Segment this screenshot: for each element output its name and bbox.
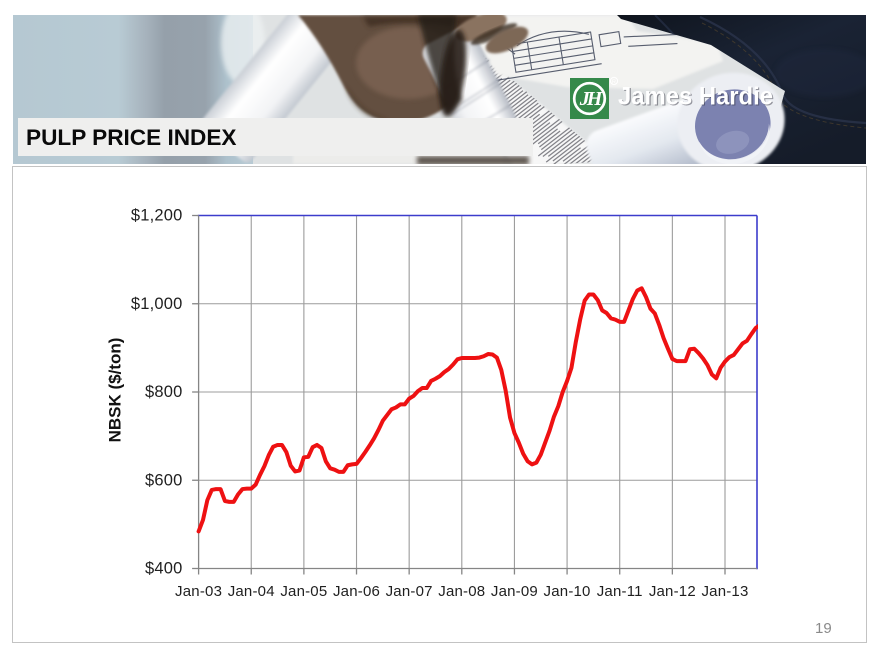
- svg-text:James Hardie: James Hardie: [618, 83, 773, 111]
- svg-text:$600: $600: [145, 471, 183, 489]
- svg-text:Jan-11: Jan-11: [597, 583, 643, 600]
- svg-text:$800: $800: [145, 383, 183, 401]
- svg-text:Jan-07: Jan-07: [386, 583, 433, 600]
- svg-text:$1,000: $1,000: [131, 295, 183, 313]
- svg-text:$400: $400: [145, 560, 183, 578]
- svg-text:Jan-04: Jan-04: [228, 583, 275, 600]
- svg-text:$1,200: $1,200: [131, 207, 183, 225]
- svg-text:Jan-09: Jan-09: [491, 583, 538, 600]
- svg-text:Jan-12: Jan-12: [649, 583, 696, 600]
- svg-text:Jan-10: Jan-10: [544, 583, 591, 600]
- svg-text:R: R: [612, 80, 616, 86]
- svg-text:Jan-05: Jan-05: [280, 583, 327, 600]
- svg-text:James Hardie: James Hardie: [619, 84, 774, 112]
- svg-text:Jan-13: Jan-13: [701, 583, 748, 600]
- svg-text:Jan-06: Jan-06: [333, 583, 380, 600]
- svg-text:NBSK ($/ton): NBSK ($/ton): [106, 338, 125, 443]
- svg-text:Jan-08: Jan-08: [438, 583, 485, 600]
- svg-text:Jan-03: Jan-03: [175, 583, 222, 600]
